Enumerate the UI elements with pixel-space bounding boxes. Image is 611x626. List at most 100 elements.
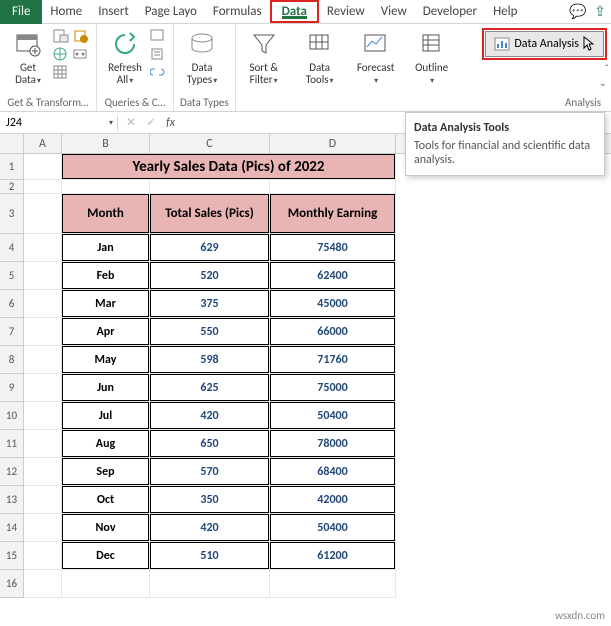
properties-icon[interactable] xyxy=(149,46,167,62)
row-header[interactable]: 10 xyxy=(0,402,24,430)
dialog-launcher-icon[interactable]: ⌄ xyxy=(599,76,607,89)
cell[interactable] xyxy=(24,318,62,346)
data-analysis-button[interactable]: Data Analysis xyxy=(485,31,604,57)
col-header-d[interactable]: D xyxy=(270,134,396,153)
data-cell[interactable]: Sep xyxy=(62,458,150,486)
data-cell[interactable]: Jun xyxy=(62,374,150,402)
data-cell[interactable]: 598 xyxy=(150,346,270,374)
get-data-button[interactable]: Get Data▾ xyxy=(6,26,50,89)
data-cell[interactable]: 629 xyxy=(150,234,270,262)
cell[interactable] xyxy=(270,570,396,598)
cell[interactable] xyxy=(24,194,62,234)
cell[interactable] xyxy=(62,570,150,598)
refresh-all-button[interactable]: Refresh All▾ xyxy=(103,26,147,89)
cell[interactable] xyxy=(24,262,62,290)
data-cell[interactable]: 50400 xyxy=(270,402,396,430)
data-cell[interactable]: Apr xyxy=(62,318,150,346)
row-header[interactable]: 16 xyxy=(0,570,24,598)
from-table-icon[interactable] xyxy=(52,64,70,80)
cell[interactable] xyxy=(24,430,62,458)
col-header-b[interactable]: B xyxy=(62,134,150,153)
cell[interactable] xyxy=(24,234,62,262)
cell[interactable] xyxy=(24,570,62,598)
data-cell[interactable]: 520 xyxy=(150,262,270,290)
header-cell[interactable]: Monthly Earning xyxy=(270,194,396,234)
data-cell[interactable]: 78000 xyxy=(270,430,396,458)
row-header[interactable]: 9 xyxy=(0,374,24,402)
cell[interactable] xyxy=(24,542,62,570)
data-cell[interactable]: 375 xyxy=(150,290,270,318)
data-cell[interactable]: 650 xyxy=(150,430,270,458)
col-header-c[interactable]: C xyxy=(150,134,270,153)
tab-view[interactable]: View xyxy=(373,0,415,24)
name-box-input[interactable] xyxy=(4,115,74,131)
cell[interactable] xyxy=(150,570,270,598)
data-cell[interactable]: 71760 xyxy=(270,346,396,374)
data-cell[interactable]: 66000 xyxy=(270,318,396,346)
data-cell[interactable]: 550 xyxy=(150,318,270,346)
row-header[interactable]: 13 xyxy=(0,486,24,514)
file-tab[interactable]: File xyxy=(0,0,42,24)
cell[interactable] xyxy=(24,180,62,194)
row-header[interactable]: 14 xyxy=(0,514,24,542)
title-cell[interactable]: Yearly Sales Data (Pics) of 2022 xyxy=(62,154,396,180)
existing-conn-icon[interactable] xyxy=(72,46,90,62)
data-cell[interactable]: 570 xyxy=(150,458,270,486)
data-cell[interactable]: Aug xyxy=(62,430,150,458)
data-cell[interactable]: Nov xyxy=(62,514,150,542)
tab-home[interactable]: Home xyxy=(42,0,90,24)
data-cell[interactable]: 350 xyxy=(150,486,270,514)
cell[interactable] xyxy=(150,180,270,194)
col-header-a[interactable]: A xyxy=(24,134,62,153)
comments-icon[interactable]: 💬 xyxy=(567,3,589,20)
share-icon[interactable]: ⇪ xyxy=(589,3,611,20)
row-header[interactable]: 12 xyxy=(0,458,24,486)
name-box[interactable]: ▾ xyxy=(0,115,118,131)
cell[interactable] xyxy=(24,402,62,430)
tab-page-layout[interactable]: Page Layo xyxy=(137,0,205,24)
data-cell[interactable]: 68400 xyxy=(270,458,396,486)
cell[interactable] xyxy=(24,346,62,374)
cell[interactable] xyxy=(270,180,396,194)
from-text-icon[interactable] xyxy=(52,28,70,44)
fx-icon[interactable]: fx xyxy=(166,116,175,130)
queries-conn-icon[interactable] xyxy=(149,28,167,44)
row-header[interactable]: 8 xyxy=(0,346,24,374)
from-web-icon[interactable] xyxy=(52,46,70,62)
data-cell[interactable]: 420 xyxy=(150,514,270,542)
name-box-dropdown-icon[interactable]: ▾ xyxy=(109,118,113,128)
edit-links-icon[interactable] xyxy=(149,64,167,80)
tab-review[interactable]: Review xyxy=(319,0,373,24)
data-cell[interactable]: 625 xyxy=(150,374,270,402)
data-cell[interactable]: Feb xyxy=(62,262,150,290)
data-cell[interactable]: 45000 xyxy=(270,290,396,318)
data-cell[interactable]: 75000 xyxy=(270,374,396,402)
data-cell[interactable]: Dec xyxy=(62,542,150,570)
accept-formula-icon[interactable]: ✓ xyxy=(146,115,156,130)
row-header[interactable]: 11 xyxy=(0,430,24,458)
data-cell[interactable]: 61200 xyxy=(270,542,396,570)
header-cell[interactable]: Month xyxy=(62,194,150,234)
row-header[interactable]: 2 xyxy=(0,180,24,194)
tab-data[interactable]: Data xyxy=(278,4,311,19)
row-header[interactable]: 3 xyxy=(0,194,24,234)
data-cell[interactable]: 50400 xyxy=(270,514,396,542)
data-cell[interactable]: May xyxy=(62,346,150,374)
cell[interactable] xyxy=(24,514,62,542)
cancel-formula-icon[interactable]: ✕ xyxy=(126,115,136,130)
row-header[interactable]: 15 xyxy=(0,542,24,570)
data-cell[interactable]: 62400 xyxy=(270,262,396,290)
tab-insert[interactable]: Insert xyxy=(90,0,137,24)
cell[interactable] xyxy=(62,180,150,194)
data-cell[interactable]: 420 xyxy=(150,402,270,430)
sort-filter-button[interactable]: Sort & Filter▾ xyxy=(242,26,286,89)
row-header[interactable]: 7 xyxy=(0,318,24,346)
tab-developer[interactable]: Developer xyxy=(415,0,485,24)
tab-help[interactable]: Help xyxy=(485,0,525,24)
select-all-corner[interactable] xyxy=(0,134,24,153)
row-header[interactable]: 4 xyxy=(0,234,24,262)
data-tools-button[interactable]: Data Tools▾ xyxy=(298,26,342,89)
cell[interactable] xyxy=(24,154,62,180)
data-cell[interactable]: 42000 xyxy=(270,486,396,514)
outline-button[interactable]: Outline▾ xyxy=(410,26,454,89)
